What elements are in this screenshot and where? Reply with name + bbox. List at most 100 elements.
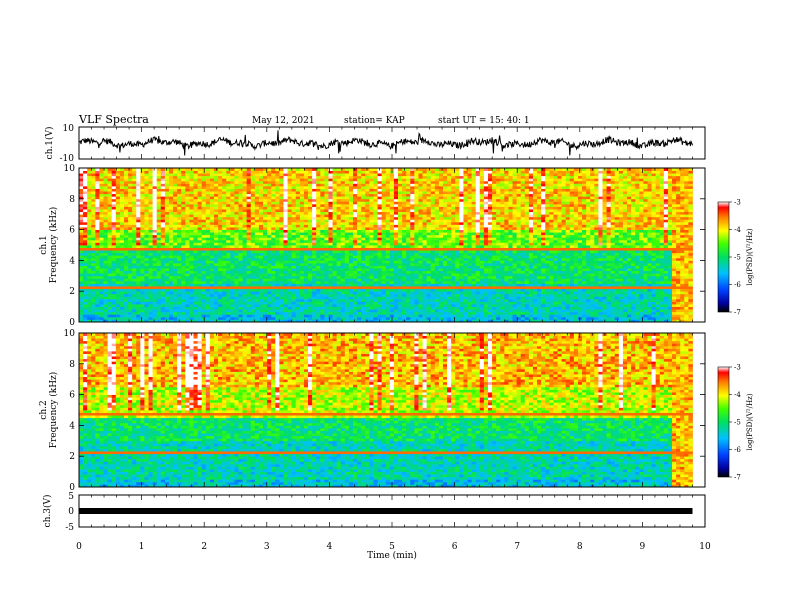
spectrogram-cell bbox=[164, 173, 170, 177]
spectrogram-cell bbox=[299, 255, 305, 259]
spectrogram-cell bbox=[193, 260, 199, 264]
spectrogram-cell bbox=[103, 239, 109, 243]
spectrogram-cell bbox=[328, 314, 333, 318]
spectrogram-cell bbox=[128, 316, 133, 320]
spectrogram-cell bbox=[103, 265, 109, 269]
spectrogram-cell bbox=[332, 170, 338, 174]
spectrogram-cell bbox=[353, 221, 358, 225]
spectrogram-cell bbox=[136, 168, 141, 171]
spectrogram-cell bbox=[107, 234, 113, 238]
spectrogram-cell bbox=[201, 291, 207, 295]
spectrogram-cell bbox=[226, 180, 231, 184]
spectrogram-cell bbox=[91, 306, 96, 310]
spectrogram-cell bbox=[111, 178, 117, 182]
spectrogram-cell bbox=[250, 237, 256, 241]
spectrogram-cell bbox=[328, 234, 333, 238]
spectrogram-cell bbox=[312, 175, 317, 179]
spectrogram-cell bbox=[369, 314, 374, 318]
spectrogram-cell bbox=[340, 278, 346, 282]
spectrogram-cell bbox=[320, 211, 325, 215]
spectrogram-cell bbox=[250, 178, 256, 182]
spectrogram-cell bbox=[389, 227, 395, 230]
spectrogram-cell bbox=[226, 257, 231, 261]
spectrogram-cell bbox=[242, 257, 248, 261]
spectrogram-cell bbox=[132, 260, 137, 264]
spectrogram-cell bbox=[389, 255, 395, 259]
spectrogram-cell bbox=[152, 291, 158, 295]
spectrogram-cell bbox=[136, 316, 141, 320]
spectrogram-cell bbox=[303, 280, 309, 284]
spectrogram-cell bbox=[168, 229, 174, 233]
spectrogram-cell bbox=[87, 252, 92, 256]
spectrogram-cell bbox=[246, 198, 252, 202]
spectrogram-cell bbox=[353, 268, 358, 272]
spectrogram-cell bbox=[287, 211, 293, 215]
spectrogram-cell bbox=[365, 178, 370, 182]
spectrogram-cell bbox=[123, 180, 129, 184]
spectrogram-cell bbox=[324, 232, 329, 236]
spectrogram-cell bbox=[299, 304, 305, 307]
spectrogram-cell bbox=[369, 211, 374, 215]
spectrogram-cell bbox=[295, 180, 301, 184]
spectrogram-cell bbox=[353, 178, 358, 182]
spectrogram-cell bbox=[136, 265, 141, 269]
spectrogram-cell bbox=[275, 280, 280, 284]
spectrogram-cell bbox=[197, 219, 203, 223]
spectrogram-cell bbox=[263, 242, 268, 246]
spectrogram-cell bbox=[393, 185, 399, 189]
spectrogram-cell bbox=[393, 298, 399, 302]
spectrogram-cell bbox=[320, 309, 325, 313]
spectrogram-cell bbox=[189, 309, 194, 313]
spectrogram-cell bbox=[250, 278, 256, 282]
spectrogram-cell bbox=[406, 268, 411, 272]
spectrogram-cell bbox=[201, 273, 207, 277]
spectrogram-cell bbox=[263, 196, 268, 200]
spectrogram-cell bbox=[152, 306, 158, 310]
spectrogram-cell bbox=[312, 293, 317, 297]
spectrogram-cell bbox=[201, 185, 207, 189]
spectrogram-cell bbox=[299, 314, 305, 318]
spectrogram-cell bbox=[99, 196, 104, 200]
spectrogram-cell bbox=[234, 239, 239, 243]
spectrogram-cell bbox=[181, 288, 186, 292]
spectrogram-cell bbox=[107, 219, 113, 223]
spectrogram-cell bbox=[344, 211, 350, 215]
spectrogram-cell bbox=[128, 280, 133, 284]
spectrogram-cell bbox=[111, 214, 117, 218]
spectrogram-cell bbox=[385, 168, 391, 171]
spectrogram-cell bbox=[79, 319, 84, 323]
spectrogram-cell bbox=[250, 193, 256, 197]
spectrogram-cell bbox=[173, 273, 178, 277]
spectrogram-cell bbox=[312, 306, 317, 310]
spectrogram-cell bbox=[95, 239, 100, 243]
spectrogram-cell bbox=[152, 270, 158, 274]
spectrogram-cell bbox=[303, 193, 309, 197]
spectrogram-cell bbox=[87, 183, 92, 187]
spectrogram-cell bbox=[271, 260, 276, 264]
spectrogram-cell bbox=[336, 201, 342, 205]
spectrogram-cell bbox=[258, 255, 264, 259]
spectrogram-cell bbox=[250, 168, 256, 171]
spectrogram-cell bbox=[177, 316, 182, 320]
spectrogram-cell bbox=[160, 298, 166, 302]
spectrogram-cell bbox=[111, 193, 117, 197]
spectrogram-cell bbox=[193, 237, 199, 241]
spectrogram-cell bbox=[336, 250, 342, 254]
spectrogram-cell bbox=[369, 239, 374, 243]
spectrogram-cell bbox=[132, 183, 137, 187]
spectrogram-cell bbox=[263, 188, 268, 192]
spectrogram-cell bbox=[222, 193, 227, 197]
spectrogram-cell bbox=[410, 288, 415, 292]
spectrogram-cell bbox=[332, 203, 338, 207]
spectrogram-cell bbox=[377, 237, 383, 241]
spectrogram-cell bbox=[353, 252, 358, 256]
spectrogram-cell bbox=[156, 170, 162, 174]
spectrogram-cell bbox=[267, 319, 272, 323]
spectrogram-cell bbox=[369, 278, 374, 282]
spectrogram-cell bbox=[226, 229, 231, 233]
spectrogram-cell bbox=[91, 250, 96, 254]
spectrogram-cell bbox=[79, 293, 84, 297]
spectrogram-cell bbox=[226, 252, 231, 256]
spectrogram-cell bbox=[156, 309, 162, 313]
spectrogram-cell bbox=[406, 288, 411, 292]
